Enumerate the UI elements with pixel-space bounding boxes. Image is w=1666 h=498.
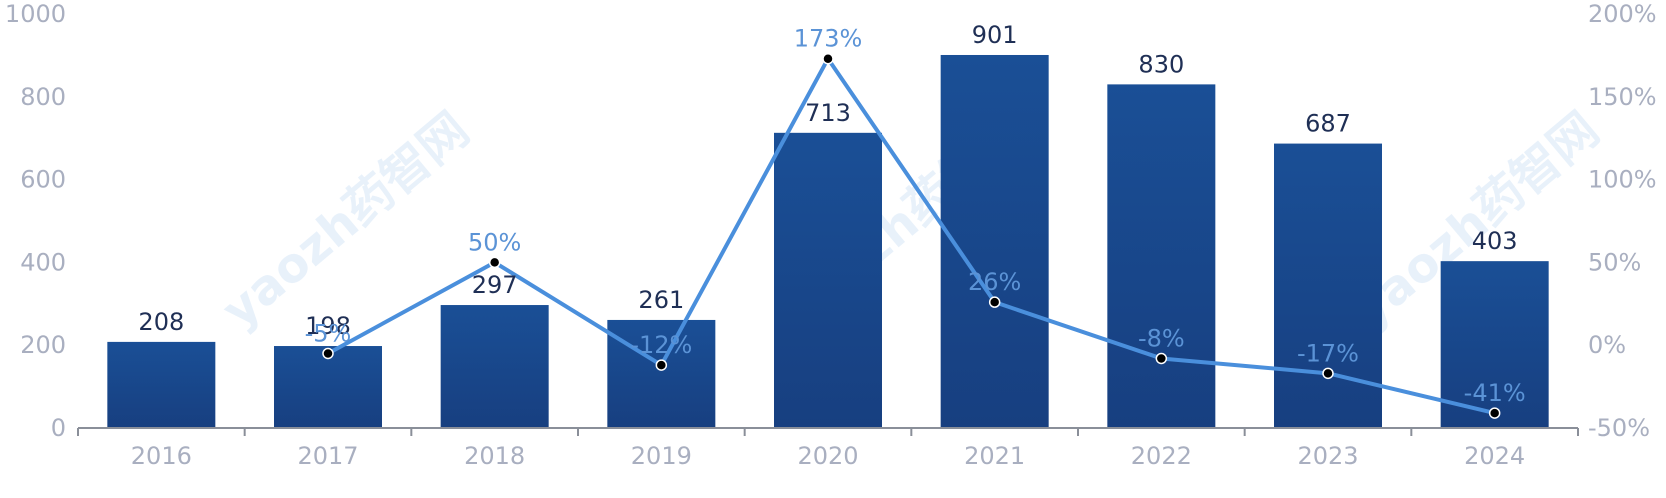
growth-label: 26% [968,268,1021,296]
x-tick-label: 2017 [297,442,358,470]
bar [940,54,1049,429]
x-tick-label: 2023 [1297,442,1358,470]
bar-value-label: 713 [805,99,851,127]
bar-value-label: 297 [472,271,518,299]
y-tick-label-right: 150% [1588,83,1657,111]
growth-label: -12% [630,331,692,359]
growth-point [988,296,1001,308]
x-tick-label: 2024 [1464,442,1525,470]
bar [440,305,549,428]
bar-value-label: 261 [638,286,684,314]
bar [774,132,882,428]
growth-label: -8% [1138,324,1185,352]
bar [1274,143,1382,428]
growth-point [1322,367,1334,380]
y-tick-label-right: 50% [1588,248,1641,276]
x-tick-label: 2021 [964,442,1025,470]
growth-point [322,347,334,360]
growth-label: 173% [794,25,863,53]
growth-point [1488,407,1501,419]
bar-value-label: 403 [1472,227,1518,255]
y-tick-label-right: 200% [1588,0,1657,28]
growth-label: -41% [1464,379,1526,407]
y-tick-label-left: 800 [20,83,66,111]
growth-point [1155,352,1168,365]
growth-label: 50% [468,228,521,256]
y-tick-label-right: 100% [1588,166,1657,194]
y-tick-label-right: 0% [1588,331,1626,359]
growth-point [655,359,668,371]
x-tick-label: 2020 [797,442,858,470]
bar [274,346,382,428]
x-tick-label: 2016 [131,442,192,470]
bar [607,319,716,428]
y-tick-label-left: 400 [20,248,66,276]
y-tick-label-left: 1000 [5,0,66,28]
bar-value-label: 687 [1305,110,1351,138]
line-layer [322,52,1501,419]
watermark-text: yaozh药智网 [212,102,480,340]
bar-value-label: 830 [1138,50,1184,78]
growth-label: -17% [1297,339,1359,367]
bar [1107,84,1216,428]
bars-layer [107,54,1549,429]
growth-point [488,256,501,269]
bar-value-label: 198 [305,312,351,340]
y-tick-label-left: 600 [20,166,66,194]
x-tick-label: 2019 [631,442,692,470]
bar-value-label: 208 [138,308,184,336]
y-tick-label-left: 200 [20,331,66,359]
x-tick-label: 2018 [464,442,525,470]
growth-point [822,52,834,65]
growth-label: -5% [305,319,352,347]
y-tick-label-right: -50% [1588,414,1650,442]
bar [1440,261,1549,428]
bar [107,341,216,428]
bar-value-label: 901 [972,21,1018,49]
labels-layer: 208 198 297 261 713 901 830 687 403 -5% 50% -12% 173… [138,21,1525,407]
axis-layer: 2016 2017 2018 2019 2020 2021 2022 2023 2024 0 200… [5,0,1657,470]
y-tick-label-left: 0 [51,414,66,442]
growth-line [327,56,1496,416]
x-tick-label: 2022 [1131,442,1192,470]
